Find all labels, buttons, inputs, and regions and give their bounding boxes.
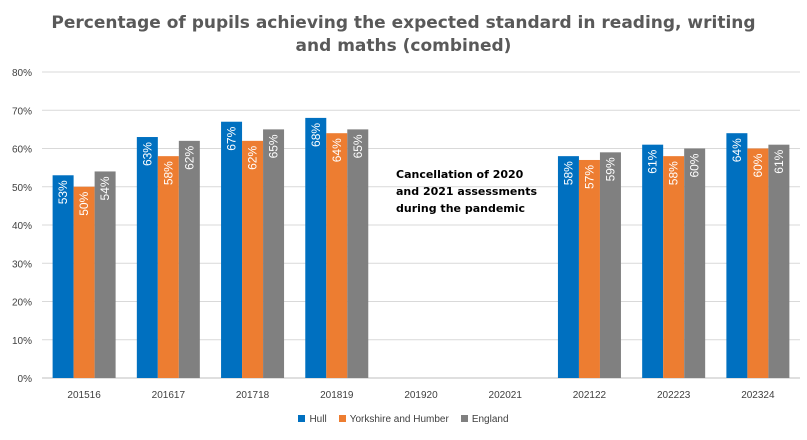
data-label: 67%: [225, 126, 239, 150]
x-tick-label: 201920: [404, 390, 438, 401]
bar: [157, 156, 179, 378]
x-tick-label: 202223: [657, 390, 691, 401]
data-label: 65%: [267, 134, 281, 158]
data-label: 58%: [161, 161, 175, 185]
y-tick-label: 50%: [12, 183, 32, 194]
bar: [768, 144, 790, 378]
x-tick-label: 201718: [236, 390, 270, 401]
y-tick-label: 30%: [12, 259, 32, 270]
y-axis-ticks: 0% 10% 20% 30% 40% 50% 60% 70% 80%: [12, 68, 32, 385]
y-tick-label: 40%: [12, 221, 32, 232]
x-tick-label: 201617: [152, 390, 186, 401]
bar: [599, 152, 621, 378]
data-label: 68%: [309, 123, 323, 147]
data-labels: 53% 50% 54% 63% 58% 62% 67% 62% 65% 68% 64% 65% 58% 5…: [56, 123, 786, 216]
x-tick-label: 202122: [573, 390, 607, 401]
bar: [726, 133, 748, 378]
legend-item: England: [460, 414, 509, 425]
x-tick-label: 202324: [741, 390, 775, 401]
legend-swatch: [338, 415, 346, 422]
legend-item: Yorkshire and Humber: [338, 414, 449, 425]
x-tick-label: 201819: [320, 390, 354, 401]
bar: [642, 144, 664, 378]
bar-chart: 0%10%20%30%40%50%60%70%80% 53% 50%54%63%5…: [12, 68, 800, 401]
data-label: 50%: [77, 191, 91, 215]
bar: [557, 156, 579, 378]
data-label: 62%: [246, 146, 260, 170]
y-tick-label: 20%: [12, 298, 32, 309]
data-label: 59%: [603, 157, 617, 181]
data-label: 58%: [561, 161, 575, 185]
y-tick-label: 10%: [12, 336, 32, 347]
bar: [136, 137, 158, 378]
y-tick-label: 70%: [12, 106, 32, 117]
bar: [747, 148, 769, 378]
x-tick-label: 201516: [67, 390, 101, 401]
bars: [52, 117, 790, 379]
annotation-line: during the pandemic: [396, 202, 525, 215]
bar: [221, 121, 243, 378]
data-label: 60%: [688, 153, 702, 177]
y-tick-label: 0%: [18, 374, 33, 385]
bar: [52, 175, 74, 378]
legend-swatch: [298, 415, 306, 422]
bar: [326, 133, 348, 378]
y-tick-label: 60%: [12, 145, 32, 156]
bar: [178, 140, 200, 378]
bar: [263, 129, 285, 378]
data-label: 54%: [98, 176, 112, 200]
data-label: 61%: [646, 149, 660, 173]
bar: [242, 140, 264, 378]
y-tick-label: 80%: [12, 68, 32, 79]
pandemic-annotation: Cancellation of 2020 and 2021 assessments…: [396, 168, 537, 215]
legend-item: Hull: [298, 414, 327, 425]
chart-title: Percentage of pupils achieving the expec…: [51, 13, 756, 56]
bar: [663, 156, 685, 378]
annotation-line: and 2021 assessments: [396, 185, 537, 198]
legend: Hull Yorkshire and Humber England: [0, 414, 807, 425]
legend-label: Hull: [309, 414, 327, 425]
legend-swatch: [460, 415, 468, 422]
data-label: 64%: [330, 138, 344, 162]
data-label: 62%: [182, 146, 196, 170]
bar: [578, 159, 600, 378]
x-axis-ticks: 201516 201617 201718 201819 201920 202021 2021…: [67, 390, 775, 401]
bar: [94, 171, 116, 378]
annotation-line: Cancellation of 2020: [396, 168, 524, 181]
bar: [73, 186, 95, 378]
data-label: 61%: [772, 149, 786, 173]
legend-label: Yorkshire and Humber: [349, 414, 449, 425]
data-label: 57%: [582, 165, 596, 189]
data-label: 60%: [751, 153, 765, 177]
legend-label: England: [471, 414, 509, 425]
bar: [684, 148, 706, 378]
data-label: 58%: [667, 161, 681, 185]
x-tick-label: 202021: [489, 390, 523, 401]
data-label: 63%: [140, 142, 154, 166]
bar: [305, 117, 327, 379]
bar: [347, 129, 369, 378]
data-label: 65%: [351, 134, 365, 158]
data-label: 64%: [730, 138, 744, 162]
data-label: 53%: [56, 180, 70, 204]
